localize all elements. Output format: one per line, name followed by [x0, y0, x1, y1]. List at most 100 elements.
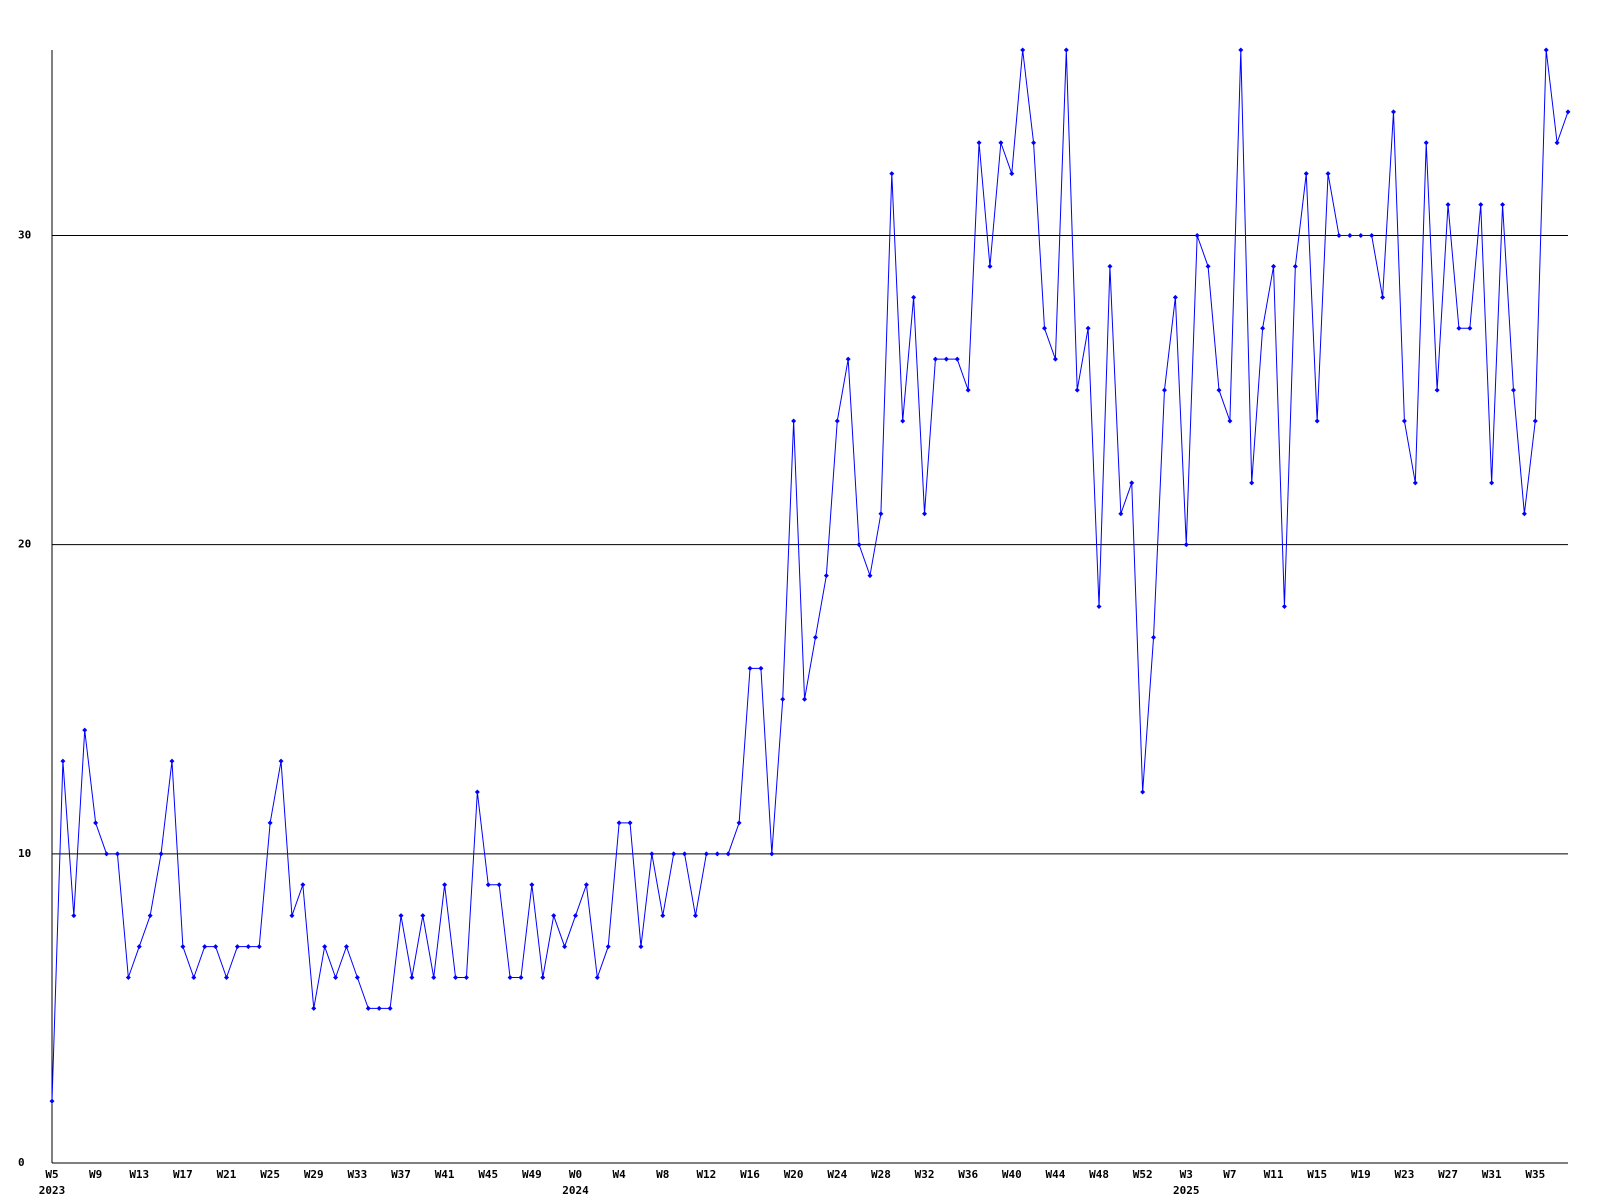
y-tick-label: 10: [18, 847, 31, 860]
data-point: [1140, 789, 1146, 795]
x-tick-label: W45: [478, 1168, 498, 1181]
data-point: [278, 758, 284, 764]
data-point: [605, 944, 611, 950]
data-line: [51, 49, 1569, 1102]
data-point: [202, 944, 208, 950]
data-point: [932, 356, 938, 362]
data-point: [518, 975, 524, 980]
data-point: [1041, 325, 1047, 331]
data-point: [1020, 47, 1026, 53]
data-point: [1543, 47, 1549, 53]
x-year-label: 2023: [39, 1184, 66, 1197]
data-point: [616, 820, 622, 826]
data-point: [1467, 325, 1473, 331]
data-point: [224, 975, 230, 980]
data-point: [791, 418, 797, 424]
data-point: [1151, 634, 1157, 640]
data-point: [1194, 233, 1200, 238]
data-point: [660, 913, 666, 919]
data-point: [998, 140, 1004, 146]
x-tick-label: W40: [1002, 1168, 1022, 1181]
data-point: [213, 944, 219, 950]
data-point: [1532, 418, 1538, 424]
x-tick-label: W16: [740, 1168, 760, 1181]
data-point: [365, 1005, 371, 1011]
data-point: [562, 944, 568, 950]
data-point: [856, 542, 862, 548]
data-point: [1380, 294, 1386, 300]
x-tick-label: W7: [1223, 1168, 1236, 1181]
x-tick-label: W35: [1525, 1168, 1545, 1181]
x-tick-label: W33: [347, 1168, 367, 1181]
x-tick-label: W28: [871, 1168, 891, 1181]
x-tick-label: W49: [522, 1168, 542, 1181]
x-tick-label: W15: [1307, 1168, 1327, 1181]
data-point: [758, 665, 764, 671]
data-point: [1227, 418, 1233, 424]
x-tick-label: W17: [173, 1168, 193, 1181]
data-point: [1009, 171, 1015, 177]
data-point: [987, 263, 993, 269]
data-point: [594, 975, 600, 980]
data-point: [1271, 263, 1277, 269]
data-point: [125, 975, 131, 980]
data-point: [442, 882, 448, 888]
data-point: [1096, 604, 1102, 609]
data-point: [834, 418, 840, 424]
data-point: [878, 511, 884, 517]
data-point: [583, 882, 589, 888]
data-point: [638, 944, 644, 950]
data-point: [1412, 480, 1418, 486]
data-point: [1085, 325, 1091, 331]
data-point: [1249, 480, 1255, 486]
data-point: [1401, 418, 1407, 424]
data-point: [1063, 47, 1069, 53]
data-point: [431, 975, 437, 980]
data-point: [976, 140, 982, 146]
data-point: [234, 944, 240, 950]
data-point: [147, 913, 153, 919]
data-point: [267, 820, 273, 826]
data-point: [343, 944, 349, 950]
x-tick-label: W20: [784, 1168, 804, 1181]
data-point: [507, 975, 513, 980]
data-point: [82, 727, 88, 733]
x-tick-label: W9: [89, 1168, 102, 1181]
data-point: [245, 944, 251, 950]
data-point: [1336, 233, 1342, 238]
data-point: [71, 913, 77, 919]
data-point: [49, 1098, 55, 1104]
x-tick-label: W37: [391, 1168, 411, 1181]
data-point: [387, 1005, 393, 1011]
data-point: [845, 356, 851, 362]
data-point: [169, 758, 175, 764]
data-point: [485, 882, 491, 888]
data-point: [256, 944, 262, 950]
data-point: [1129, 480, 1135, 486]
data-point: [180, 944, 186, 950]
data-point: [496, 882, 502, 888]
data-point: [867, 573, 873, 579]
data-point: [398, 913, 404, 919]
data-point: [1565, 109, 1571, 115]
data-point: [682, 851, 688, 857]
data-point: [540, 975, 546, 980]
x-tick-label: W27: [1438, 1168, 1458, 1181]
data-point: [943, 356, 949, 362]
data-point: [736, 820, 742, 826]
x-tick-label: W25: [260, 1168, 280, 1181]
x-tick-label: W29: [304, 1168, 324, 1181]
data-point: [114, 851, 120, 857]
x-tick-label: W41: [435, 1168, 455, 1181]
x-tick-label: W21: [217, 1168, 237, 1181]
x-tick-label: W19: [1351, 1168, 1371, 1181]
data-point: [1456, 325, 1462, 331]
x-tick-label: W11: [1264, 1168, 1284, 1181]
y-tick-label: 30: [18, 229, 31, 242]
data-point: [747, 665, 753, 671]
data-point: [289, 913, 295, 919]
x-tick-label: W0: [569, 1168, 582, 1181]
data-point: [692, 913, 698, 919]
data-point: [1303, 171, 1309, 177]
